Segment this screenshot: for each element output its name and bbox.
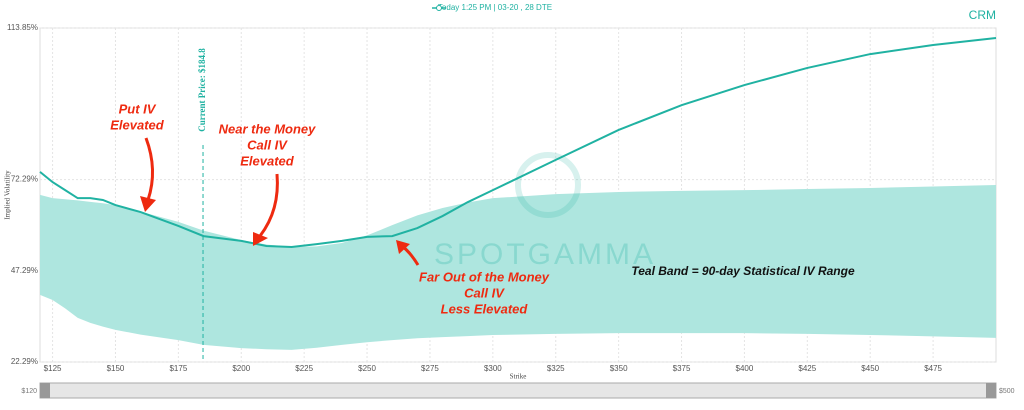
arrow bbox=[144, 137, 155, 201]
annotation: Far Out of the Money bbox=[419, 269, 550, 284]
legend-entry[interactable]: Today 1:25 PM | 03-20 , 28 DTE bbox=[438, 3, 552, 12]
y-tick-label: 47.29% bbox=[11, 266, 38, 275]
arrow bbox=[258, 173, 279, 237]
y-tick-label: 113.85% bbox=[7, 23, 38, 32]
annotation: Elevated bbox=[240, 153, 295, 168]
arrow-head bbox=[140, 196, 156, 212]
x-tick-label: $475 bbox=[924, 364, 942, 373]
annotation: Call IV bbox=[464, 285, 505, 300]
x-tick-label: $125 bbox=[44, 364, 62, 373]
current-price-label: Current Price: $184.8 bbox=[197, 48, 207, 132]
range-slider[interactable] bbox=[39, 382, 997, 399]
y-axis-label: Implied Volatility bbox=[4, 170, 12, 220]
x-tick-label: $450 bbox=[861, 364, 879, 373]
x-tick-label: $350 bbox=[610, 364, 628, 373]
iv-band bbox=[40, 185, 996, 350]
x-tick-label: $225 bbox=[295, 364, 313, 373]
annotation: Put IV bbox=[119, 101, 157, 116]
x-tick-label: $300 bbox=[484, 364, 502, 373]
annotation: Teal Band = 90-day Statistical IV Range bbox=[631, 264, 855, 278]
y-tick-label: 22.29% bbox=[11, 357, 38, 366]
arrow-head bbox=[253, 232, 268, 246]
watermark: SPOTGAMMA bbox=[434, 238, 656, 271]
x-tick-label: $250 bbox=[358, 364, 376, 373]
ticker: CRM bbox=[969, 8, 996, 22]
x-tick-label: $425 bbox=[798, 364, 816, 373]
annotation: Less Elevated bbox=[441, 301, 529, 316]
x-tick-label: $175 bbox=[169, 364, 187, 373]
x-tick-label: $375 bbox=[673, 364, 691, 373]
x-tick-label: $400 bbox=[736, 364, 754, 373]
iv-line bbox=[39, 37, 997, 249]
watermark-logo bbox=[515, 152, 581, 218]
slider-handle[interactable] bbox=[40, 383, 50, 398]
plot bbox=[39, 37, 997, 362]
x-tick-label: $200 bbox=[232, 364, 250, 373]
annotation: Near the Money bbox=[219, 121, 317, 136]
x-axis-label: Strike bbox=[510, 373, 527, 381]
x-tick-label: $325 bbox=[547, 364, 565, 373]
annotation: Elevated bbox=[110, 117, 165, 132]
x-tick-label: $275 bbox=[421, 364, 439, 373]
slider-handle[interactable] bbox=[986, 383, 996, 398]
legend-marker bbox=[436, 5, 442, 11]
annotation: Call IV bbox=[247, 137, 288, 152]
slider-max-label: $500 bbox=[999, 388, 1015, 395]
arrow-heads bbox=[140, 196, 410, 254]
arrow-head bbox=[396, 240, 410, 254]
slider-min-label: $120 bbox=[21, 388, 37, 395]
x-tick-label: $150 bbox=[107, 364, 125, 373]
y-tick-label: 72.29% bbox=[11, 175, 38, 184]
